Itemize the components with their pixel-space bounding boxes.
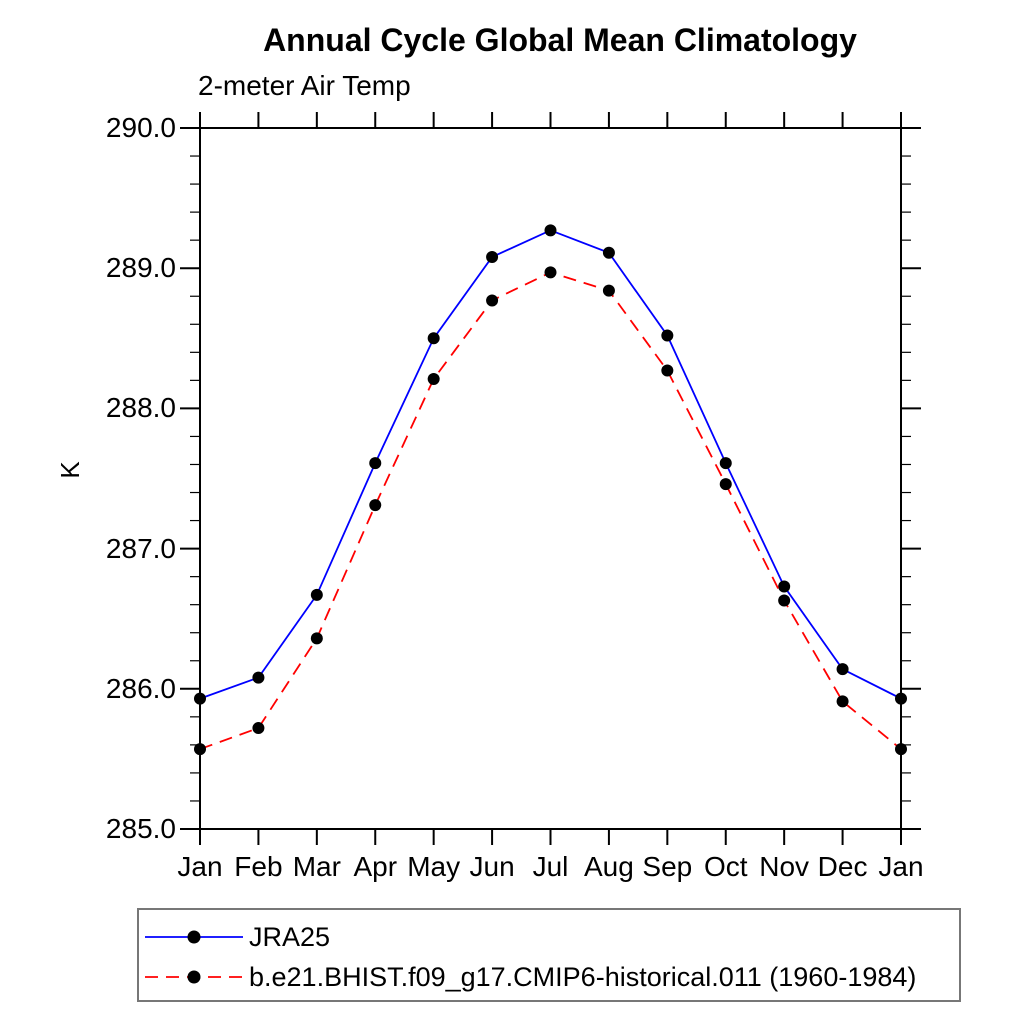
- x-tick-label: Aug: [583, 851, 634, 882]
- x-tick-label: May: [407, 851, 461, 882]
- series-line-1: [199, 229, 902, 700]
- chart-subtitle: 2-meter Air Temp: [198, 70, 411, 101]
- x-tick-label: Jun: [469, 851, 515, 882]
- data-point-marker: [486, 294, 499, 307]
- data-point-marker: [836, 663, 849, 676]
- data-point-marker: [310, 588, 323, 601]
- data-point-marker: [544, 224, 557, 237]
- data-point-marker: [427, 372, 440, 385]
- x-tick-label: Mar: [292, 851, 341, 882]
- legend-marker-icon: [187, 930, 201, 944]
- data-point-marker: [602, 284, 615, 297]
- legend-label: JRA25: [249, 921, 331, 952]
- legend-row: JRA25: [142, 922, 330, 952]
- chart-title: Annual Cycle Global Mean Climatology: [263, 22, 857, 58]
- data-point-marker: [719, 478, 732, 491]
- data-point-marker: [661, 329, 674, 342]
- series-line-2: [199, 271, 902, 750]
- x-tick-label: Jan: [878, 851, 924, 882]
- data-point-marker: [544, 266, 557, 279]
- data-point-marker: [194, 692, 206, 705]
- y-tick-label: 285.0: [105, 813, 176, 844]
- y-tick-label: 289.0: [105, 252, 176, 284]
- legend-line-sample-dashed: [145, 970, 243, 984]
- data-point-marker: [661, 364, 674, 377]
- data-point-marker: [895, 692, 907, 705]
- data-point-marker: [778, 580, 791, 593]
- y-tick-label: 290.0: [105, 112, 176, 143]
- data-point-marker: [778, 594, 791, 607]
- data-point-marker: [602, 246, 615, 259]
- x-tick-label: Jul: [532, 851, 569, 882]
- x-tick-label: Nov: [759, 851, 810, 882]
- data-point-marker: [836, 695, 849, 708]
- x-tick-label: Oct: [703, 851, 748, 882]
- y-tick-label: 286.0: [105, 672, 176, 704]
- data-point-marker: [895, 743, 907, 756]
- data-point-marker: [310, 632, 323, 645]
- data-point-marker: [252, 671, 265, 684]
- x-tick-label: Sep: [642, 851, 693, 882]
- data-point-marker: [427, 332, 440, 345]
- data-point-marker: [194, 743, 206, 756]
- x-tick-label: Jan: [177, 851, 223, 882]
- data-point-marker: [252, 722, 265, 735]
- legend-marker-icon: [187, 970, 201, 984]
- data-point-marker: [719, 457, 732, 470]
- legend-row: b.e21.BHIST.f09_g17.CMIP6-historical.011…: [142, 962, 916, 992]
- legend-label: b.e21.BHIST.f09_g17.CMIP6-historical.011…: [249, 961, 917, 992]
- legend: JRA25 b.e21.BHIST.f09_g17.CMIP6-historic…: [137, 908, 961, 1002]
- data-point-marker: [369, 499, 382, 512]
- x-tick-label: Dec: [817, 851, 868, 882]
- x-tick-label: Feb: [234, 851, 283, 882]
- x-tick-label: Apr: [353, 851, 398, 882]
- data-point-marker: [369, 457, 382, 470]
- y-tick-label: 288.0: [105, 392, 176, 424]
- legend-line-sample-solid: [145, 930, 243, 944]
- data-point-marker: [486, 250, 499, 263]
- y-tick-label: 287.0: [105, 532, 176, 564]
